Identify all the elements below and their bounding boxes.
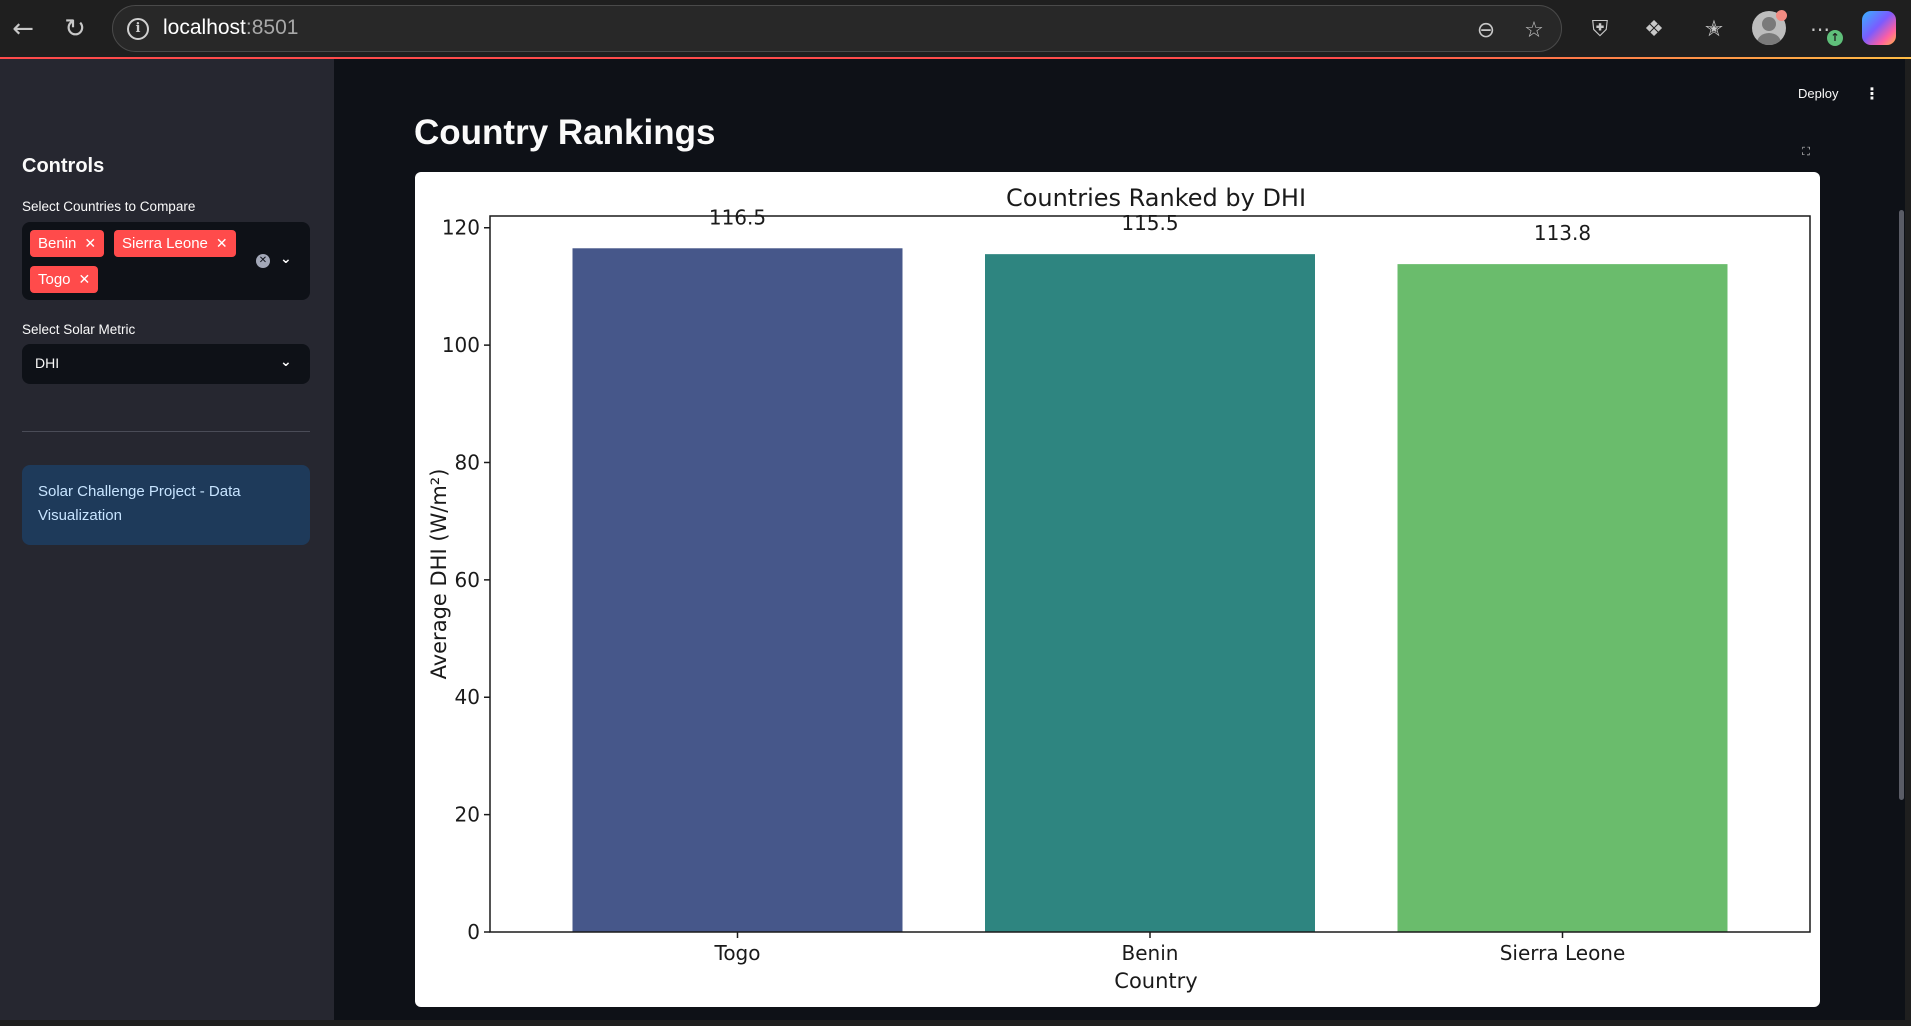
update-badge-icon: ↑ [1827, 30, 1843, 46]
y-tick-label: 40 [455, 685, 480, 709]
extensions-icon[interactable]: ❖ [1644, 16, 1664, 42]
y-tick-label: 60 [455, 568, 480, 592]
site-info-icon[interactable]: i [127, 18, 149, 40]
bar-sierra-leone [1397, 264, 1728, 932]
chip-label: Sierra Leone [122, 235, 208, 252]
bar-value-label: 116.5 [709, 205, 766, 229]
url-text[interactable]: localhost:8501 [163, 16, 298, 40]
country-chip-sierra-leone[interactable]: Sierra Leone ✕ [114, 230, 236, 257]
window-edge [1905, 59, 1911, 1026]
y-tick-label: 20 [455, 803, 480, 827]
page-title: Country Rankings [414, 113, 716, 152]
reload-icon[interactable]: ↻ [64, 14, 86, 44]
chart-title: Countries Ranked by DHI [1006, 184, 1306, 212]
app-header-decoration [0, 57, 1911, 59]
metric-select[interactable]: DHI ⌄ [22, 344, 310, 384]
chip-label: Benin [38, 235, 77, 252]
metric-label: Select Solar Metric [22, 322, 136, 337]
chart-card: Countries Ranked by DHI 116.5 115.5 113.8 … [415, 172, 1820, 1007]
page-scrollbar[interactable] [1899, 210, 1904, 800]
y-tick-label: 120 [442, 216, 480, 240]
metric-select-value: DHI [35, 355, 60, 371]
y-tick-label: 0 [467, 920, 480, 944]
copilot-icon[interactable] [1862, 11, 1896, 45]
bar-benin [985, 254, 1315, 933]
country-chip-togo[interactable]: Togo ✕ [30, 266, 99, 293]
x-axis-label: Country [1114, 969, 1197, 993]
bar-value-label: 115.5 [1121, 211, 1178, 235]
favorites-icon[interactable]: ✭ [1704, 16, 1724, 42]
chip-remove-icon[interactable]: ✕ [84, 235, 97, 251]
sidebar-divider [22, 431, 310, 432]
chip-label: Togo [38, 271, 71, 288]
y-tick-label: 80 [455, 450, 480, 474]
url-host: localhost [163, 16, 246, 39]
sidebar: Controls Select Countries to Compare Ben… [0, 59, 334, 1020]
y-tick-label: 100 [442, 333, 480, 357]
bar-chart: Countries Ranked by DHI 116.5 115.5 113.8 … [427, 184, 1811, 993]
chevron-down-icon[interactable]: ⌄ [280, 251, 292, 267]
bar-value-label: 113.8 [1534, 221, 1591, 245]
chip-remove-icon[interactable]: ✕ [215, 235, 228, 251]
chevron-down-icon[interactable]: ⌄ [280, 354, 292, 370]
y-axis-label: Average DHI (W/m²) [427, 469, 451, 680]
countries-multiselect[interactable]: Benin ✕ Sierra Leone ✕ Togo ✕ ✕ ⌄ [22, 222, 310, 300]
x-tick-label: Togo [714, 941, 761, 965]
url-port: :8501 [245, 16, 299, 39]
notification-dot [1776, 10, 1787, 21]
zoom-out-icon[interactable]: ⊖ [1476, 17, 1496, 43]
shield-icon[interactable]: ⛨ [1591, 16, 1609, 42]
browser-toolbar: ← ↻ i localhost:8501 ⊖ ☆ ⛨ ❖ ✭ ⋯ ↑ [0, 0, 1911, 58]
x-tick-label: Benin [1122, 941, 1179, 965]
deploy-button[interactable]: Deploy [1798, 86, 1839, 101]
info-box: Solar Challenge Project - Data Visualiza… [22, 465, 310, 545]
address-bar[interactable]: i localhost:8501 ⊖ ☆ [112, 5, 1562, 52]
more-icon[interactable]: ⋯ [1810, 17, 1830, 41]
back-arrow-icon[interactable]: ← [12, 14, 34, 44]
country-chip-benin[interactable]: Benin ✕ [30, 230, 105, 257]
fullscreen-icon[interactable]: ⛶ [1802, 145, 1810, 158]
bar-togo [572, 248, 903, 932]
sidebar-title: Controls [22, 155, 105, 177]
chip-remove-icon[interactable]: ✕ [78, 271, 91, 287]
star-icon[interactable]: ☆ [1524, 17, 1544, 43]
x-tick-label: Sierra Leone [1500, 941, 1626, 965]
window-edge [0, 1020, 1911, 1026]
main-menu-icon[interactable]: ⋮ [1864, 84, 1880, 103]
clear-all-icon[interactable]: ✕ [256, 254, 270, 268]
countries-label: Select Countries to Compare [22, 199, 196, 214]
